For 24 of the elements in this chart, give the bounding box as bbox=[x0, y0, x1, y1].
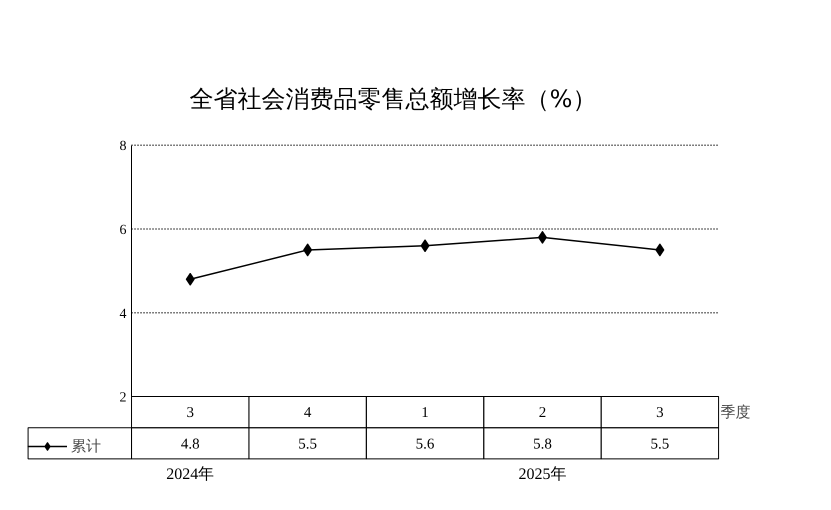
data-label: 5.5 bbox=[650, 436, 670, 452]
text: 2024年 bbox=[166, 466, 214, 483]
data-label: 4.8 bbox=[180, 436, 200, 452]
x-axis-title: 季度 bbox=[720, 403, 751, 422]
x-tick-label: 3 bbox=[656, 405, 664, 422]
y-tick-label: 8 bbox=[120, 139, 127, 154]
point bbox=[186, 272, 195, 286]
text: 2025年 bbox=[518, 466, 566, 483]
y-tick-label: 6 bbox=[120, 223, 127, 238]
point bbox=[420, 239, 430, 252]
point bbox=[303, 243, 312, 256]
data-label: 5.5 bbox=[298, 436, 318, 452]
chart-title: 全省社会消费品零售总额增长率（%） bbox=[190, 85, 596, 113]
legend-label: 累计 bbox=[71, 436, 101, 456]
x-tick-label: 2 bbox=[538, 405, 546, 422]
y-tick-label: 2 bbox=[120, 390, 127, 406]
x-tick-label: 3 bbox=[186, 405, 194, 422]
point bbox=[538, 230, 547, 244]
x-tick-label: 4 bbox=[304, 405, 312, 422]
point bbox=[655, 243, 664, 256]
x-tick-label: 1 bbox=[421, 405, 429, 422]
y-tick-label: 4 bbox=[120, 306, 127, 322]
data-label: 5.8 bbox=[533, 436, 552, 452]
data-label: 5.6 bbox=[416, 436, 435, 452]
